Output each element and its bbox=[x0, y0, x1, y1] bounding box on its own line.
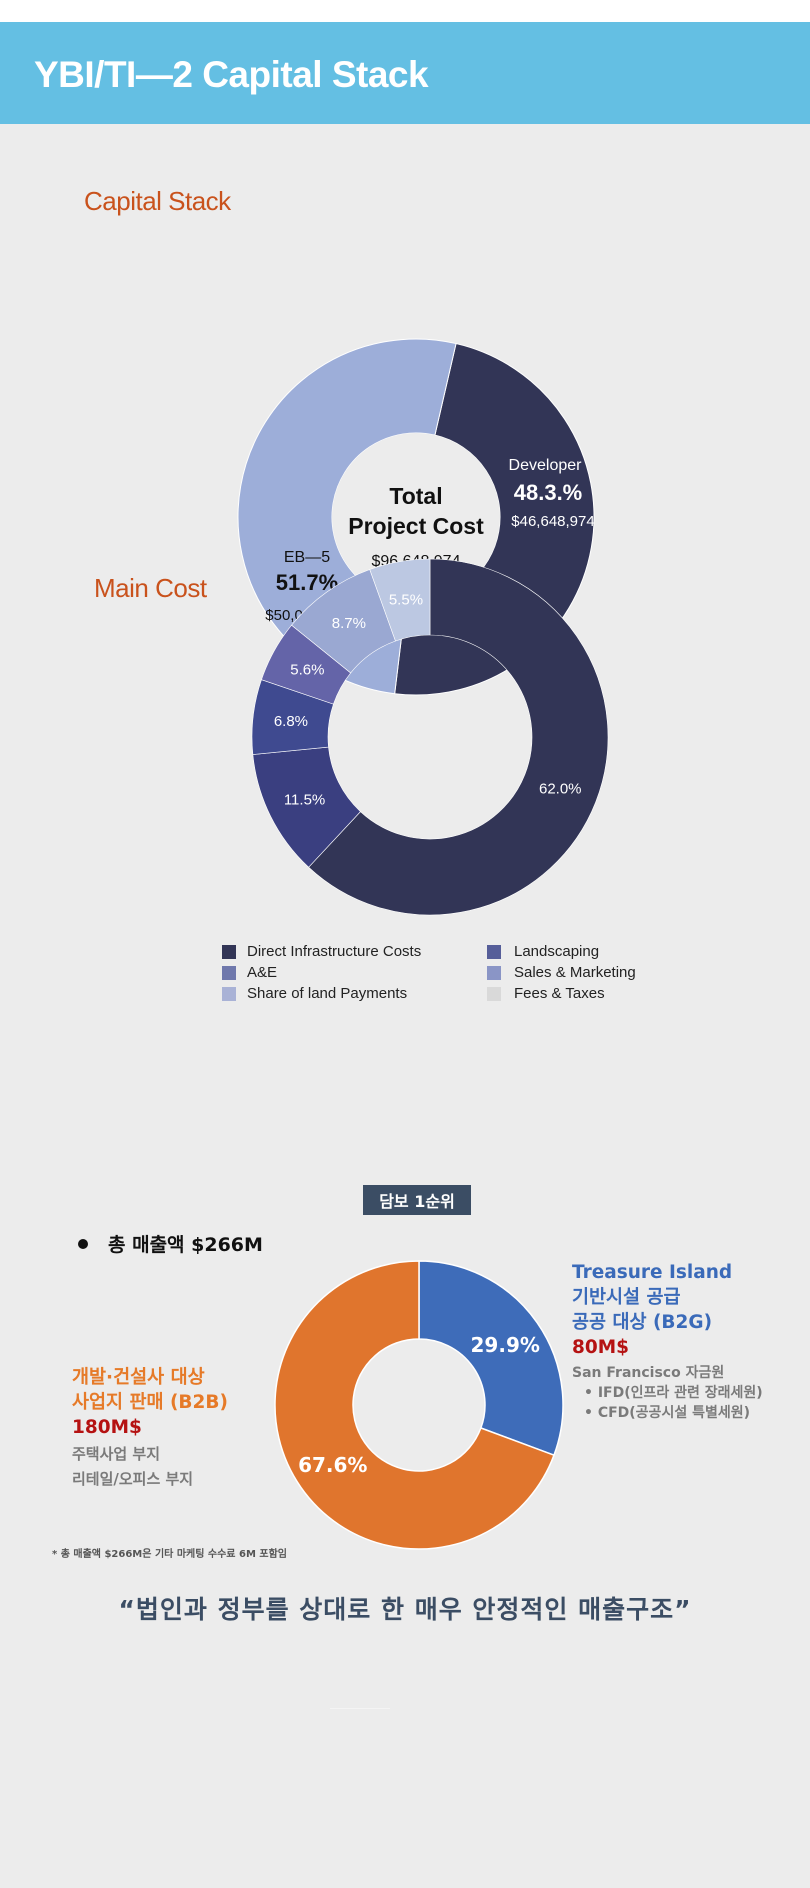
b2g-title-line: 기반시설 공급 bbox=[572, 1287, 681, 1308]
legend-item: A&E bbox=[222, 963, 487, 982]
donut-slice-2 bbox=[274, 1260, 555, 1550]
b2g-title-line: 공공 대상 (B2G) bbox=[572, 1312, 713, 1333]
b2b-title-line: 개발·건설사 대상 bbox=[72, 1367, 205, 1388]
legend-swatch bbox=[487, 986, 501, 1001]
legend-item: Landscaping bbox=[487, 942, 662, 961]
b2g-amount: 80M$ bbox=[572, 1337, 630, 1358]
donut-hole bbox=[332, 433, 500, 601]
developer-amount: $46,648,974 bbox=[511, 513, 594, 530]
top-strip bbox=[0, 0, 810, 22]
legend-swatch bbox=[222, 965, 236, 980]
b2b-item: 주택사업 부지 bbox=[72, 1445, 161, 1463]
legend-label: A&E bbox=[247, 964, 278, 981]
b2b-title-line: 사업지 판매 (B2B) bbox=[72, 1392, 228, 1413]
donut-slice-1 bbox=[308, 558, 609, 916]
legend-item: Sales & Marketing bbox=[487, 963, 662, 982]
slice-value-label: 6.8% bbox=[274, 713, 308, 730]
total-label-line1: Total bbox=[389, 483, 442, 509]
b2g-callout: Treasure Island 기반시설 공급 공공 대상 (B2G) 80M$… bbox=[572, 1260, 807, 1423]
slice-value-label: 8.7% bbox=[332, 615, 366, 632]
legend-swatch bbox=[222, 944, 236, 959]
legend-label: Direct Infrastructure Costs bbox=[247, 943, 422, 960]
page-header: YBI/TI—2 Capital Stack bbox=[0, 22, 810, 124]
b2g-title-line: Treasure Island bbox=[572, 1262, 733, 1283]
capital-stack-title: Capital Stack bbox=[84, 186, 231, 216]
donut-slice-6 bbox=[369, 558, 431, 642]
slice-value-label: 29.9% bbox=[471, 1333, 540, 1357]
summary-quote: “법인과 정부를 상대로 한 매우 안정적인 매출구조” bbox=[118, 1595, 692, 1624]
slice-value-label: 67.6% bbox=[298, 1453, 367, 1477]
main-cost-title: Main Cost bbox=[94, 573, 207, 603]
b2b-item: 리테일/오피스 부지 bbox=[72, 1470, 194, 1488]
b2b-amount: 180M$ bbox=[72, 1417, 142, 1438]
legend-item: Share of land Payments bbox=[222, 984, 487, 1003]
developer-label: Developer bbox=[509, 457, 583, 474]
slice-value-label: 5.5% bbox=[389, 591, 423, 608]
legend-label: Sales & Marketing bbox=[514, 964, 636, 981]
b2g-item: • CFD(공공시설 특별세원) bbox=[584, 1405, 750, 1421]
revenue-donut: 29.9% 67.6% bbox=[274, 1260, 564, 1550]
priority-badge: 담보 1순위 bbox=[363, 1185, 471, 1215]
main-cost-donut: 62.0% 11.5% 6.8% 5.6% 8.7% 5.5% bbox=[251, 558, 609, 916]
donut-slice-1 bbox=[418, 1260, 564, 1457]
total-revenue-text: 총 매출액 $266M bbox=[108, 1234, 263, 1256]
b2b-callout: 개발·건설사 대상 사업지 판매 (B2B) 180M$ 주택사업 부지 리테일… bbox=[72, 1365, 292, 1490]
slice-value-label: 5.6% bbox=[290, 662, 324, 679]
legend-swatch bbox=[487, 965, 501, 980]
divider bbox=[330, 1708, 390, 1709]
developer-percent: 48.3.% bbox=[514, 480, 583, 505]
main-cost-legend: Direct Infrastructure Costs Landscaping … bbox=[222, 942, 662, 1003]
legend-label: Landscaping bbox=[514, 943, 600, 960]
legend-label: Share of land Payments bbox=[247, 985, 408, 1002]
total-revenue-line: 총 매출액 $266M bbox=[78, 1230, 263, 1257]
bullet-icon bbox=[78, 1238, 88, 1249]
legend-item: Fees & Taxes bbox=[487, 984, 662, 1003]
total-label-line2: Project Cost bbox=[348, 513, 484, 539]
b2g-source: San Francisco 자금원 bbox=[572, 1365, 725, 1381]
legend-label: Fees & Taxes bbox=[514, 985, 605, 1002]
legend-swatch bbox=[487, 944, 501, 959]
footnote: * 총 매출액 $266M은 기타 마케팅 수수료 6M 포함임 bbox=[52, 1549, 287, 1560]
legend-item: Direct Infrastructure Costs bbox=[222, 942, 487, 961]
slice-value-label: 62.0% bbox=[539, 781, 582, 798]
slice-value-label: 11.5% bbox=[284, 791, 325, 808]
b2g-item: • IFD(인프라 관련 장래세원) bbox=[584, 1385, 763, 1401]
eb5-label: EB—5 bbox=[284, 549, 330, 566]
legend-swatch bbox=[222, 986, 236, 1001]
page-title: YBI/TI—2 Capital Stack bbox=[34, 54, 429, 95]
